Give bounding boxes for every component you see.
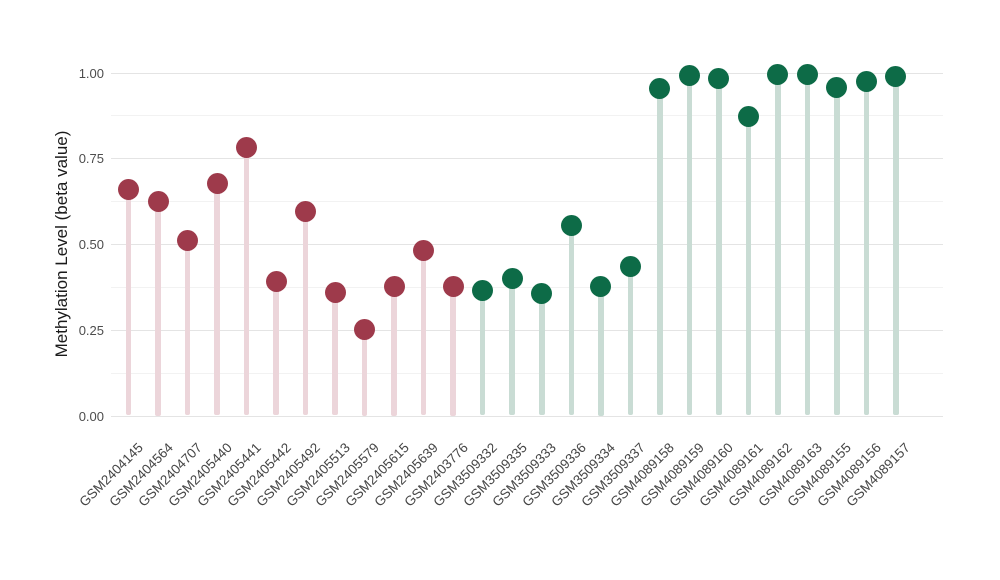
lollipop-stem — [893, 76, 899, 416]
major-gridline — [111, 244, 943, 245]
lollipop-stem — [775, 74, 781, 416]
y-tick-label: 0.00 — [78, 408, 104, 424]
lollipop-stem — [863, 81, 870, 416]
y-tick-label: 0.50 — [78, 237, 104, 252]
lollipop-stem — [302, 211, 309, 416]
data-point-dot — [826, 77, 848, 99]
lollipop-stem — [479, 290, 486, 416]
lollipop-stem — [539, 293, 545, 416]
lollipop-stem — [361, 329, 368, 416]
y-tick-label: 0.25 — [78, 322, 104, 338]
lollipop-stem — [391, 286, 397, 416]
lollipop-stem — [420, 250, 427, 416]
lollipop-stem — [243, 147, 250, 416]
data-point-dot — [737, 105, 759, 127]
data-point-dot — [472, 279, 494, 301]
lollipop-stem — [745, 116, 752, 416]
data-point-dot — [885, 66, 907, 88]
major-gridline — [111, 415, 943, 417]
lollipop-stem — [716, 78, 722, 416]
lollipop-stem — [686, 75, 693, 416]
major-gridline — [111, 158, 943, 160]
lollipop-stem — [598, 286, 604, 416]
data-point-dot — [177, 230, 199, 252]
data-point-dot — [855, 71, 877, 93]
major-gridline — [111, 72, 943, 74]
lollipop-stem — [184, 240, 191, 416]
lollipop-stem — [273, 281, 279, 416]
lollipop-stem — [125, 189, 132, 416]
minor-gridline — [111, 286, 943, 288]
data-point-dot — [560, 214, 582, 236]
y-tick-label: 1.00 — [78, 65, 104, 81]
lollipop-stem — [804, 74, 811, 416]
data-point-dot — [649, 78, 671, 100]
y-tick-label: 0.75 — [78, 151, 104, 167]
lollipop-stem — [332, 292, 338, 416]
data-point-dot — [383, 276, 405, 298]
lollipop-stem — [657, 88, 663, 416]
minor-gridline — [111, 201, 943, 203]
data-point-dot — [501, 267, 523, 289]
data-point-dot — [442, 276, 464, 298]
lollipop-stem — [214, 183, 220, 416]
data-point-dot — [531, 283, 553, 305]
lollipop-stem — [568, 225, 574, 416]
data-point-dot — [236, 137, 258, 159]
data-point-dot — [413, 240, 435, 262]
data-point-dot — [678, 65, 700, 87]
data-point-dot — [354, 319, 376, 341]
lollipop-stem — [627, 266, 633, 416]
major-gridline — [111, 329, 943, 331]
data-point-dot — [796, 63, 818, 85]
data-point-dot — [590, 276, 612, 298]
data-point-dot — [265, 271, 287, 293]
minor-gridline — [111, 115, 943, 117]
data-point-dot — [708, 68, 730, 90]
data-point-dot — [206, 173, 228, 195]
data-point-dot — [147, 190, 169, 212]
lollipop-stem — [509, 278, 515, 416]
minor-gridline — [111, 372, 943, 374]
data-point-dot — [767, 63, 789, 85]
lollipop-stem — [450, 286, 456, 416]
lollipop-stem — [834, 87, 840, 416]
data-point-dot — [295, 200, 317, 222]
data-point-dot — [619, 255, 641, 277]
lollipop-stem — [155, 201, 161, 416]
data-point-dot — [118, 178, 140, 200]
data-point-dot — [324, 281, 346, 303]
